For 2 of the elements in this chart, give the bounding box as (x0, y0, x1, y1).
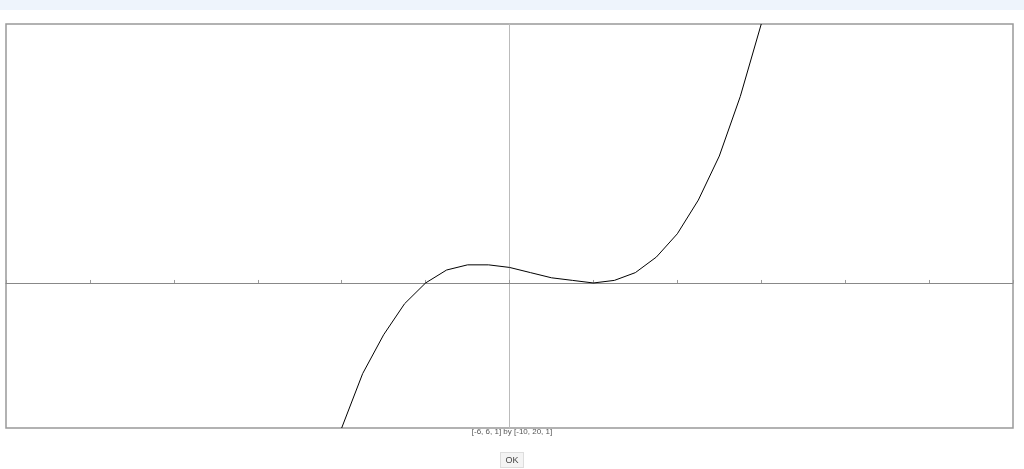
annotation: [-6, 6, 1] by [-10, 20, 1] (470, 427, 554, 436)
text: OK (500, 452, 524, 468)
